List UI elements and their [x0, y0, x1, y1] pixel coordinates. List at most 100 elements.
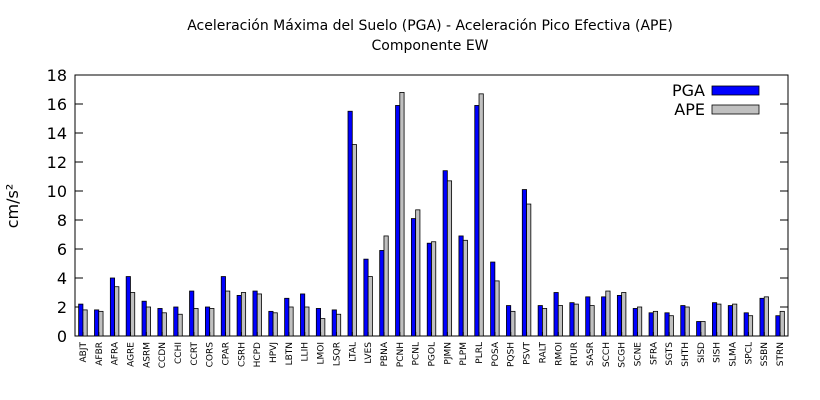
bar-pga-hcpd	[252, 290, 258, 337]
bar-ape-ralt	[542, 308, 548, 337]
x-tick-label-lsqr: LSQR	[332, 342, 342, 366]
y-tick-label: 0	[57, 327, 67, 346]
x-tick-label-rtur: RTUR	[570, 342, 580, 366]
bar-ape-csrh	[240, 292, 247, 337]
bar-ape-hcpd	[256, 293, 262, 337]
x-tick-label-pbna: PBNA	[380, 341, 390, 366]
x-tick-label-lves: LVES	[364, 342, 374, 364]
bar-ape-lves	[367, 276, 373, 337]
bar-pga-asrm	[141, 300, 147, 337]
bar-pga-sfra	[648, 312, 654, 337]
bar-ape-spcl	[747, 315, 754, 337]
x-tick-label-sfra: SFRA	[649, 341, 659, 365]
x-tick-label-plrl: PLRL	[475, 342, 485, 364]
bar-pga-sasr	[585, 296, 591, 337]
x-tick-label-afbr: AFBR	[95, 342, 105, 366]
bar-ape-sfra	[652, 310, 659, 337]
y-tick-label: 2	[57, 298, 67, 317]
bar-ape-lbtn	[288, 306, 294, 337]
bar-pga-plpm	[458, 235, 464, 337]
bar-pga-scgh	[616, 294, 623, 337]
x-tick-label-pqsh: PQSH	[507, 342, 517, 367]
bar-ape-sish	[716, 303, 722, 337]
bar-ape-sasr	[589, 305, 595, 337]
bar-pga-pcnl	[410, 218, 417, 337]
x-tick-label-ccdn: CCDN	[158, 342, 168, 368]
y-tick-label: 16	[47, 95, 67, 114]
x-tick-label-spcl: SPCL	[744, 342, 754, 364]
x-tick-label-plpm: PLPM	[459, 342, 469, 366]
x-tick-label-scgh: SCGH	[618, 342, 628, 368]
bar-ape-lmoi	[320, 318, 326, 337]
bar-pga-ltal	[347, 110, 353, 337]
x-tick-label-lmoi: LMOI	[317, 342, 327, 365]
x-tick-label-sgts: SGTS	[665, 342, 675, 366]
bar-pga-lmoi	[315, 308, 321, 337]
legend-label-pga: PGA	[672, 81, 705, 100]
bar-ape-lsqr	[336, 313, 342, 337]
bar-pga-pgol	[426, 242, 432, 337]
bar-ape-ssbn	[763, 296, 769, 337]
bar-pga-shth	[680, 305, 686, 337]
bar-pga-pbna	[379, 250, 385, 337]
bar-ape-cpar	[225, 290, 231, 337]
bar-pga-pcnh	[395, 105, 401, 337]
bar-ape-pcnl	[415, 209, 421, 337]
bar-ape-hpvj	[272, 312, 278, 337]
bar-ape-ccdn	[161, 312, 167, 337]
bar-ape-afra	[114, 286, 120, 337]
y-tick-label: 4	[57, 269, 67, 288]
y-tick-label: 14	[47, 124, 67, 143]
bar-pga-agre	[125, 276, 131, 337]
x-tick-label-shth: SHTH	[681, 342, 691, 367]
bar-pga-llih	[300, 293, 306, 337]
x-tick-label-scch: SCCH	[602, 342, 612, 367]
bar-ape-ltal	[351, 144, 357, 337]
bar-ape-plrl	[478, 93, 484, 337]
bar-pga-scch	[601, 296, 607, 337]
bar-pga-sisd	[696, 321, 702, 337]
chart-title: Aceleración Máxima del Suelo (PGA) - Ace…	[187, 18, 673, 34]
y-tick-label: 12	[47, 153, 67, 172]
y-tick-label: 8	[57, 211, 67, 230]
bar-pga-lsqr	[331, 309, 337, 337]
x-tick-label-cpar: CPAR	[222, 342, 232, 366]
x-tick-label-lbtn: LBTN	[285, 342, 295, 365]
x-tick-label-ssbn: SSBN	[760, 342, 770, 366]
x-tick-label-slma: SLMA	[729, 341, 739, 366]
bar-pga-afra	[109, 277, 116, 337]
bar-ape-afbr	[98, 310, 104, 337]
bar-pga-cchi	[173, 306, 179, 337]
bar-ape-pqsh	[510, 310, 516, 337]
x-tick-label-pcnl: PCNL	[412, 342, 422, 365]
bar-ape-pjmn	[446, 180, 453, 337]
x-tick-label-afra: AFRA	[111, 341, 121, 365]
bar-pga-lves	[363, 258, 369, 337]
y-tick-label: 10	[47, 182, 67, 201]
bar-pga-plrl	[474, 105, 480, 337]
x-tick-label-ralt: RALT	[538, 342, 548, 364]
bar-pga-ccrt	[189, 290, 195, 337]
bar-pga-abjt	[78, 303, 84, 337]
chart-subtitle: Componente EW	[371, 38, 488, 54]
bar-ape-sgts	[668, 315, 674, 337]
bar-pga-csrh	[236, 294, 242, 337]
x-tick-label-pgol: PGOL	[428, 342, 438, 367]
bar-pga-hpvj	[268, 310, 274, 337]
x-tick-label-abjt: ABJT	[79, 341, 89, 362]
bar-pga-spcl	[743, 312, 749, 337]
bar-ape-llih	[304, 306, 310, 337]
y-tick-label: 6	[57, 240, 67, 259]
bar-ape-agre	[130, 292, 136, 337]
x-tick-label-ltal: LTAL	[348, 342, 358, 362]
x-tick-label-ccrt: CCRT	[190, 342, 200, 366]
x-tick-label-rmoi: RMOI	[554, 342, 564, 366]
bar-ape-pcnh	[399, 92, 405, 337]
bar-pga-pjmn	[442, 170, 448, 337]
x-tick-label-sish: SISH	[713, 342, 723, 363]
bar-ape-strn	[779, 310, 785, 337]
bar-ape-rmoi	[557, 305, 563, 337]
bar-ape-sisd	[700, 321, 706, 337]
